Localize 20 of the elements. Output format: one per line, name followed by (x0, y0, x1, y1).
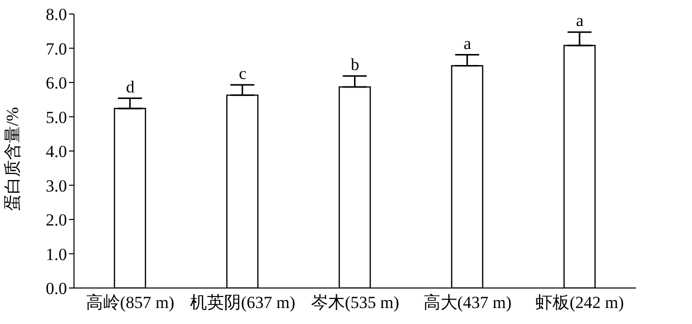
y-tick-label: 7.0 (46, 39, 67, 58)
annotation: b (350, 54, 360, 74)
y-tick-label: 6.0 (46, 74, 67, 93)
y-tick-label: 1.0 (46, 244, 67, 264)
x-tick-label: 机英阴(637 m) (190, 293, 296, 312)
annotation: d (126, 77, 135, 96)
annotation: c (238, 64, 247, 83)
y-tick-label: 2.0 (46, 210, 67, 230)
x-tick-label: 岑木(535 m) (310, 293, 400, 312)
y-tick-label: 0.0 (46, 279, 67, 298)
y-axis-title: 蛋白质含量/% (3, 107, 22, 211)
annotation: a (576, 11, 584, 30)
y-tick-label: 3.0 (46, 176, 67, 196)
y-tick-label: 8.0 (46, 5, 67, 24)
x-tick-label: 高大(437 m) (423, 293, 512, 312)
y-tick-label: 5.0 (46, 108, 67, 127)
x-tick-label: 虾板(242 m) (536, 293, 624, 312)
x-tick-label: 高岭(857 m) (86, 293, 174, 312)
y-tick-label: 4.0 (46, 142, 67, 162)
annotation: a (464, 34, 472, 53)
